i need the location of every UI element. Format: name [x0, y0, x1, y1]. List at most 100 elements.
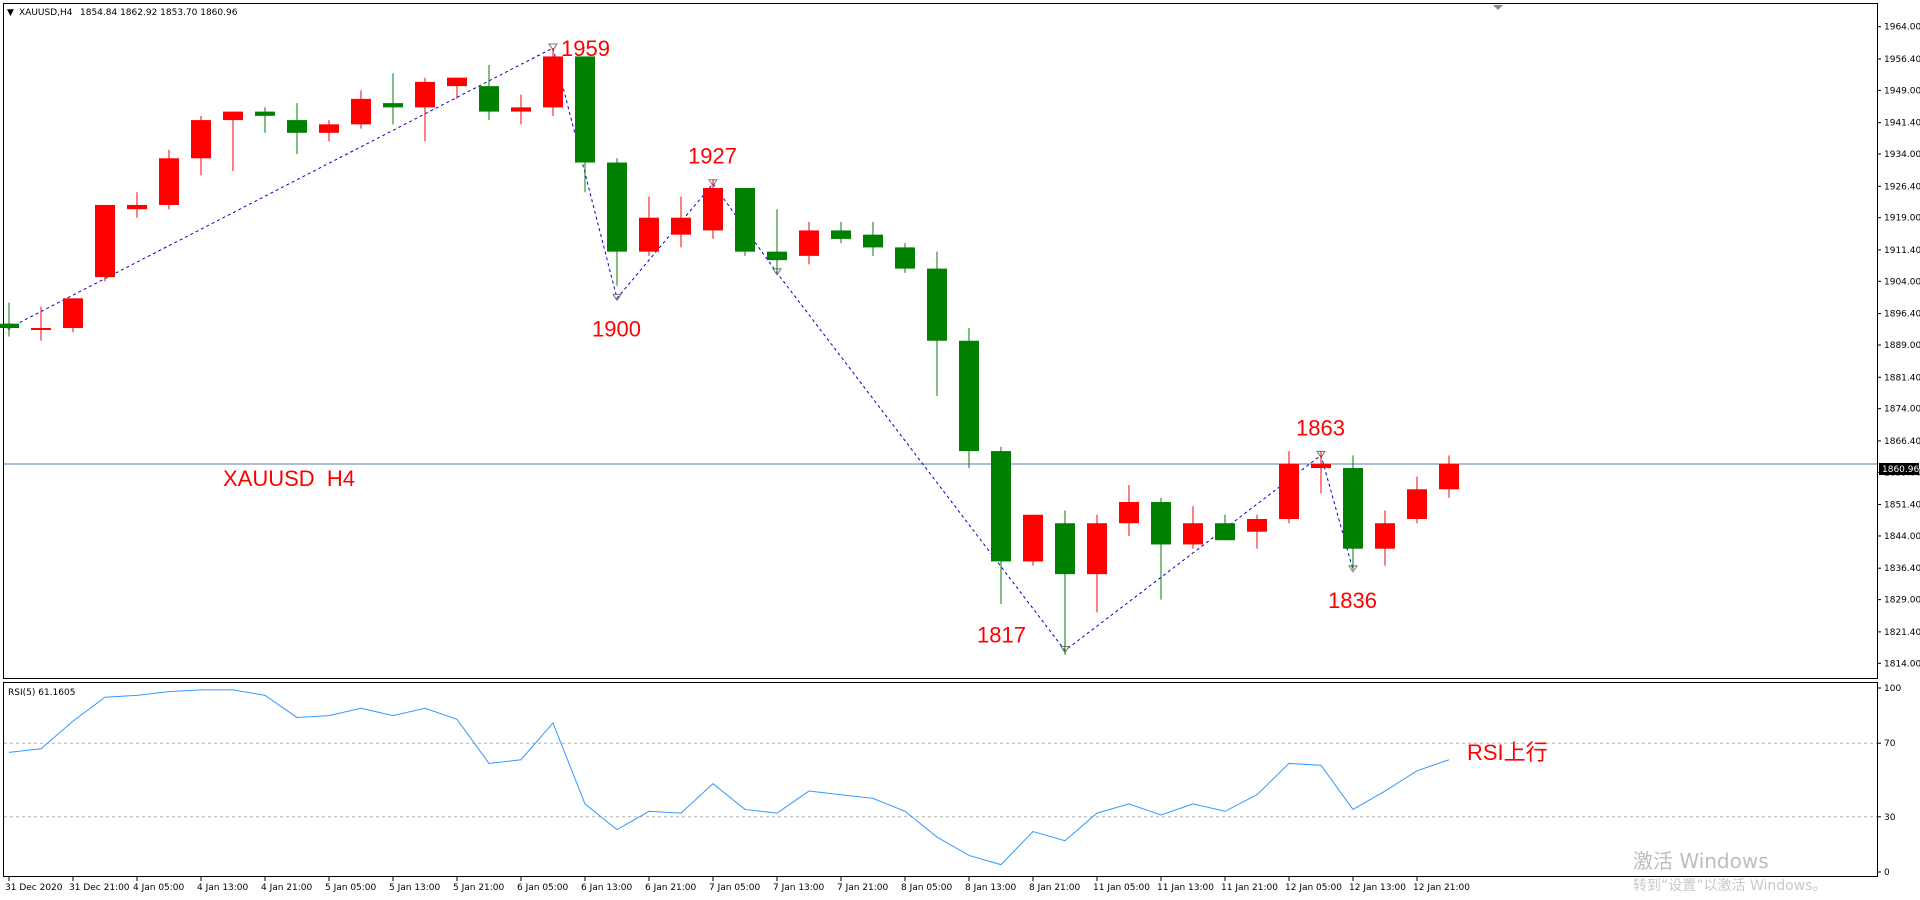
candle: [895, 243, 915, 273]
candle: [543, 47, 563, 116]
candle: [1119, 485, 1139, 536]
candle: [1407, 476, 1427, 524]
candle-body: [319, 124, 339, 133]
time-tick-label: 12 Jan 13:00: [1349, 883, 1406, 893]
candle-body: [127, 204, 147, 210]
current-price-label: 1860.96: [1882, 465, 1919, 475]
candle-body: [95, 204, 115, 278]
pivot-label: 1863: [1296, 415, 1345, 440]
candle-body: [767, 251, 787, 261]
candle: [447, 77, 467, 99]
candle-body: [1311, 463, 1331, 469]
time-tick-label: 7 Jan 13:00: [773, 883, 825, 893]
rsi-tick-label: 70: [1884, 739, 1896, 749]
candle-body: [159, 158, 179, 205]
candle-body: [223, 111, 243, 121]
time-tick-label: 5 Jan 05:00: [325, 883, 377, 893]
candle: [703, 179, 723, 239]
activation-watermark-subtitle: 转到“设置”以激活 Windows。: [1633, 877, 1826, 894]
rsi-tick-label: 100: [1884, 684, 1901, 694]
rsi-tick-label: 30: [1884, 813, 1896, 823]
annotation-layer: 1959 1900 1927 1817 1863 1836: [561, 36, 1377, 648]
time-tick-label: 11 Jan 05:00: [1093, 883, 1150, 893]
candle: [799, 221, 819, 265]
candle-body: [1343, 468, 1363, 549]
time-tick-label: 12 Jan 21:00: [1413, 883, 1470, 893]
symbol-dropdown-arrow[interactable]: ▼: [7, 8, 14, 18]
candle-body: [1439, 463, 1459, 490]
price-tick-label: 1896.40: [1884, 310, 1920, 320]
chart-symbol-label: XAUUSD H4: [223, 466, 355, 491]
candle: [1151, 497, 1171, 600]
chart-shift-marker-icon[interactable]: [1493, 5, 1503, 10]
candle-body: [351, 98, 371, 125]
price-axis: 1964.00 1956.40 1949.00 1941.40 1934.00 1926.…: [1877, 23, 1920, 669]
candle-body: [447, 77, 467, 87]
price-tick-label: 1949.00: [1884, 86, 1920, 96]
candle: [159, 149, 179, 210]
candle-body: [895, 247, 915, 269]
candle-body: [1183, 523, 1203, 545]
price-tick-label: 1866.40: [1884, 437, 1920, 447]
activation-watermark-title: 激活 Windows: [1633, 849, 1769, 873]
candle-body: [63, 298, 83, 329]
candle: [671, 196, 691, 248]
candle: [511, 94, 531, 125]
rsi-line: [8, 689, 1450, 866]
candle: [0, 302, 19, 337]
candle-body: [607, 162, 627, 252]
zigzag-pivot-marker: [548, 43, 558, 51]
candle: [191, 115, 211, 176]
candle-body: [799, 230, 819, 256]
candle: [1247, 514, 1267, 549]
candle-body: [383, 103, 403, 108]
candle-body: [991, 451, 1011, 562]
candle: [607, 158, 627, 286]
candle-body: [191, 120, 211, 159]
time-tick-label: 6 Jan 21:00: [645, 883, 697, 893]
candle-layer: [0, 47, 1459, 655]
rsi-layer: [4, 689, 1877, 866]
pivot-label: 1959: [561, 36, 610, 61]
candle: [959, 328, 979, 469]
candle-body: [927, 268, 947, 341]
pivot-label: 1927: [688, 144, 737, 169]
candle: [351, 90, 371, 129]
candle: [1279, 451, 1299, 524]
ohlc-values: 1854.84 1862.92 1853.70 1860.96: [80, 8, 238, 18]
candle-body: [31, 328, 51, 331]
time-tick-label: 8 Jan 13:00: [965, 883, 1017, 893]
current-price-tag: [1879, 463, 1919, 475]
candle: [1055, 510, 1075, 655]
candle: [991, 446, 1011, 604]
price-tick-label: 1814.00: [1884, 659, 1920, 669]
candle-body: [0, 323, 19, 329]
candle-body: [575, 56, 595, 163]
candle-body: [1375, 523, 1395, 549]
price-tick-label: 1911.40: [1884, 246, 1920, 256]
time-tick-label: 11 Jan 13:00: [1157, 883, 1214, 893]
candle: [1183, 506, 1203, 549]
time-tick-label: 7 Jan 05:00: [709, 883, 761, 893]
price-tick-label: 1821.40: [1884, 628, 1920, 638]
candle: [223, 111, 243, 172]
candle-body: [863, 234, 883, 248]
time-tick-label: 4 Jan 21:00: [261, 883, 313, 893]
candle: [287, 103, 307, 155]
candle: [1375, 510, 1395, 566]
rsi-header: RSI(5) 61.1605: [8, 688, 75, 698]
time-tick-label: 5 Jan 21:00: [453, 883, 505, 893]
candle: [1087, 514, 1107, 613]
price-tick-label: 1844.00: [1884, 532, 1920, 542]
price-tick-label: 1919.00: [1884, 214, 1920, 224]
candle-body: [479, 86, 499, 112]
candle: [831, 221, 851, 244]
pivot-label: 1836: [1328, 588, 1377, 613]
candle-body: [831, 230, 851, 239]
candle: [1439, 455, 1459, 498]
candle: [863, 221, 883, 256]
time-tick-label: 8 Jan 21:00: [1029, 883, 1081, 893]
candle: [95, 204, 115, 282]
candle-body: [543, 56, 563, 108]
